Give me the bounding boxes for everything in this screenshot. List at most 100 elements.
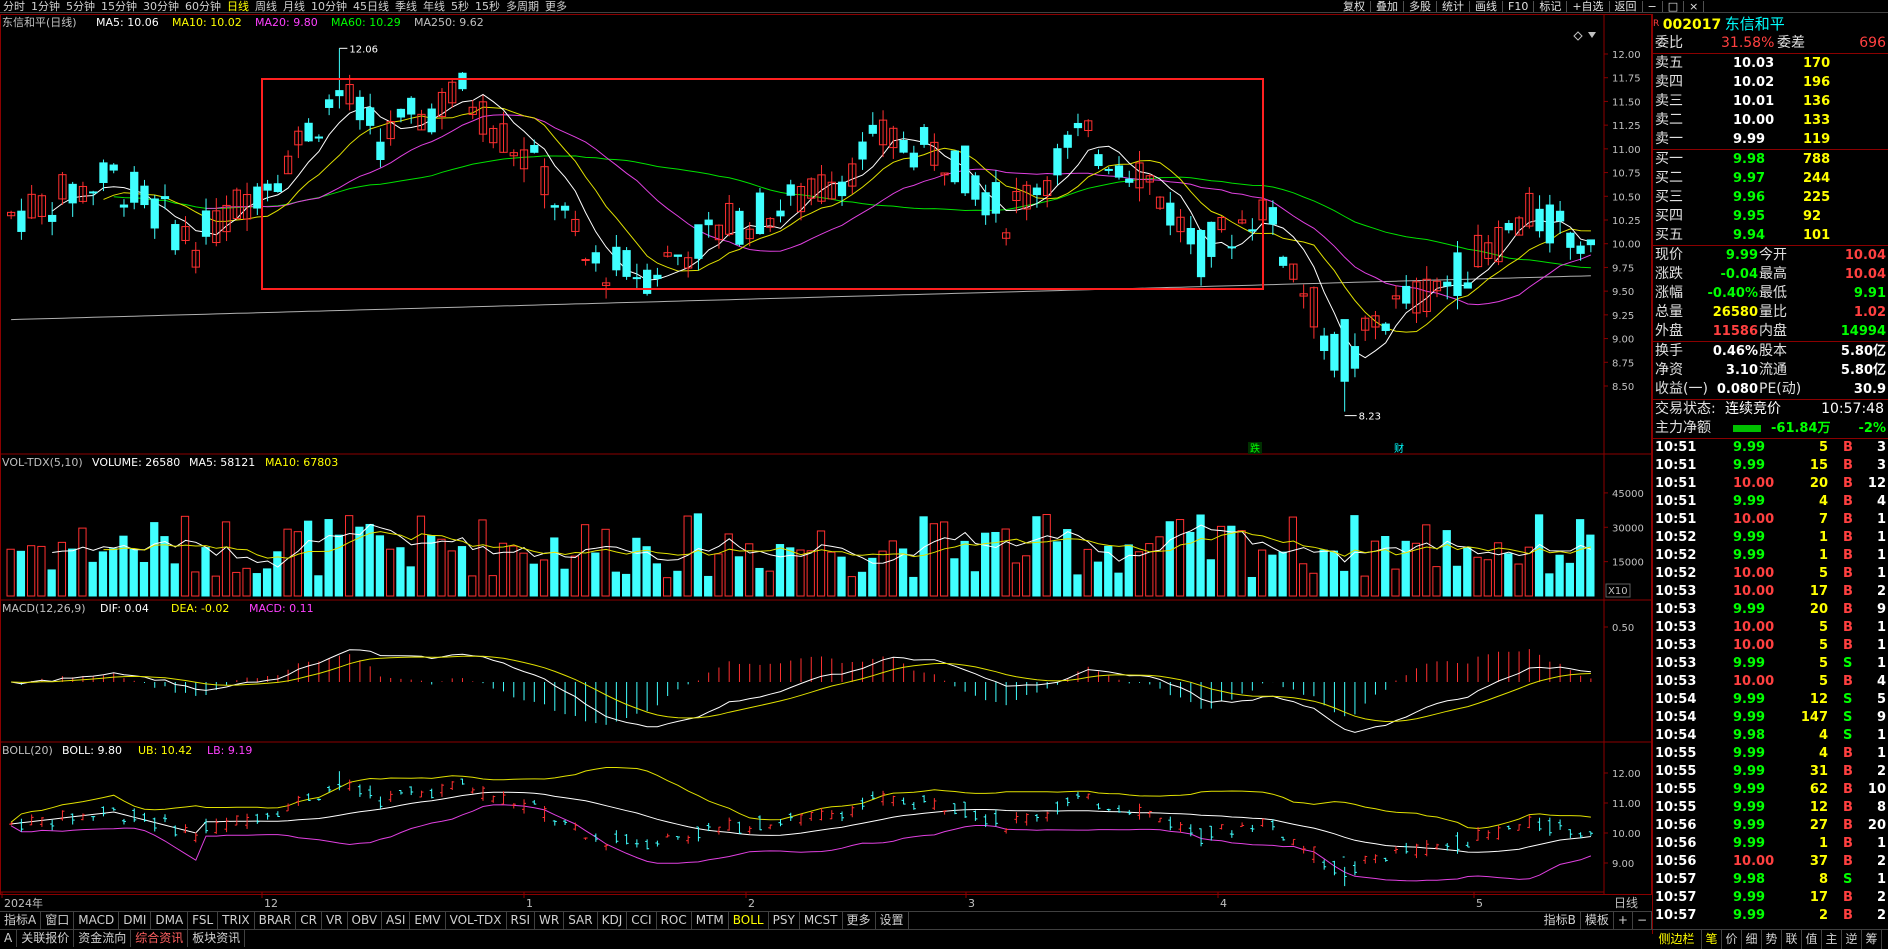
indicator-tab[interactable]: VR	[322, 912, 348, 929]
panel-tab[interactable]: 笔	[1702, 930, 1722, 949]
period-tab[interactable]: 分时	[3, 0, 25, 13]
period-tab[interactable]: 日线	[227, 0, 249, 13]
indicator-tab[interactable]: ASI	[382, 912, 411, 929]
indicator-tab[interactable]: ROC	[657, 912, 692, 929]
panel-tab[interactable]: 联	[1782, 930, 1802, 949]
panel-tab[interactable]: 主	[1822, 930, 1842, 949]
panel-tab[interactable]: 势	[1762, 930, 1782, 949]
indicator-tab[interactable]: CCI	[627, 912, 657, 929]
indicator-tab[interactable]: SAR	[564, 912, 598, 929]
quote-row: 现价 9.99 今开 10.04	[1653, 246, 1888, 265]
info-tab[interactable]: 综合资讯	[131, 930, 189, 947]
indicator-tab[interactable]: CR	[296, 912, 322, 929]
period-tab[interactable]: 5分钟	[66, 0, 95, 13]
indicator-tab[interactable]: 更多	[843, 912, 876, 929]
indicator-tab[interactable]: MACD	[74, 912, 120, 929]
tool-button[interactable]: 复权	[1338, 1, 1371, 12]
tick-price: 10.00	[1733, 476, 1775, 491]
indicator-tab[interactable]: RSI	[507, 912, 536, 929]
volume-bar	[1155, 536, 1164, 597]
tool-button[interactable]: +自选	[1567, 1, 1610, 12]
tool-button[interactable]: 叠加	[1371, 1, 1404, 12]
tool-button[interactable]: F10	[1503, 1, 1535, 12]
candle-body	[1043, 180, 1052, 197]
tick-price: 9.99	[1733, 710, 1766, 725]
volume-bar	[1483, 559, 1492, 597]
indicator-tab[interactable]: EMV	[410, 912, 446, 929]
indicator-right-button[interactable]: −	[1633, 912, 1652, 929]
period-tab[interactable]: 月线	[283, 0, 305, 13]
volume-bar	[139, 561, 149, 597]
volume-bar	[180, 515, 190, 597]
volume-bar	[591, 552, 600, 597]
volume-bar	[693, 513, 703, 597]
info-tab[interactable]: 资金流向	[74, 930, 132, 947]
panel-tab[interactable]: 价	[1722, 930, 1742, 949]
kline-chart-area[interactable]: 12.0011.7511.5011.2511.0010.7510.5010.25…	[0, 14, 1652, 911]
event-badge-label: 跌	[1250, 442, 1260, 455]
candle-body	[1330, 333, 1339, 371]
indicator-tab[interactable]: MTM	[692, 912, 729, 929]
indicator-tab[interactable]: 窗口	[41, 912, 75, 929]
period-tab[interactable]: 60分钟	[185, 0, 221, 13]
tool-button[interactable]: 返回	[1610, 1, 1643, 12]
info-tab[interactable]: 板块资讯	[188, 930, 246, 947]
orderbook-price: 9.99	[1733, 132, 1766, 147]
panel-tab[interactable]: 筹	[1862, 930, 1882, 949]
indicator-tab[interactable]: FSL	[188, 912, 219, 929]
indicator-tab[interactable]: KDJ	[598, 912, 628, 929]
volume-bar	[1452, 565, 1462, 597]
indicator-tab[interactable]: BOLL	[729, 912, 769, 929]
indicator-tab[interactable]: 设置	[876, 912, 909, 929]
info-tab[interactable]: 关联报价	[17, 930, 75, 947]
period-tab[interactable]: 季线	[395, 0, 417, 13]
indicator-tab[interactable]: OBV	[348, 912, 383, 929]
ma-legend: MA20: 9.80	[255, 16, 318, 29]
period-tab[interactable]: 45日线	[353, 0, 389, 13]
indicator-tab[interactable]: DMA	[151, 912, 189, 929]
period-tab[interactable]: 更多	[545, 0, 567, 13]
candle-body	[27, 193, 36, 219]
panel-tab[interactable]: 逆	[1842, 930, 1862, 949]
indicator-tab[interactable]: BRAR	[255, 912, 297, 929]
panel-tab[interactable]: 细	[1742, 930, 1762, 949]
indicator-tab[interactable]: DMI	[119, 912, 152, 929]
period-tab[interactable]: 30分钟	[143, 0, 179, 13]
period-tab[interactable]: 年线	[423, 0, 445, 13]
candle-body	[1545, 204, 1554, 244]
tick-volume: 2	[1818, 908, 1828, 923]
indicator-right-button[interactable]: +	[1614, 912, 1633, 929]
indicator-right-button[interactable]: 指标B	[1540, 912, 1581, 929]
quote-value: 10.04	[1844, 248, 1886, 263]
indicator-tab[interactable]: 指标A	[0, 912, 42, 929]
period-tab[interactable]: 15秒	[475, 0, 500, 13]
tool-button[interactable]: 画线	[1470, 1, 1503, 12]
period-tab[interactable]: 1分钟	[31, 0, 60, 13]
window-control-button[interactable]: ×	[1684, 1, 1705, 12]
window-control-button[interactable]: −	[1643, 1, 1663, 12]
indicator-right-button[interactable]: 模板	[1581, 912, 1614, 929]
indicator-tab[interactable]: WR	[535, 912, 565, 929]
period-tab[interactable]: 15分钟	[101, 0, 137, 13]
period-tab[interactable]: 10分钟	[311, 0, 347, 13]
panel-tab[interactable]: 值	[1802, 930, 1822, 949]
sidebar-toggle[interactable]: 侧边栏	[1652, 930, 1702, 949]
indicator-tab[interactable]: TRIX	[218, 912, 255, 929]
indicator-tab[interactable]: VOL-TDX	[446, 912, 507, 929]
main-flow-label: 主力净额	[1655, 420, 1711, 436]
tick-side: B	[1843, 476, 1853, 491]
volume-bar	[673, 570, 682, 597]
indicator-tab[interactable]: MCST	[800, 912, 843, 929]
tick-row: 10:55 9.99 4 B 1	[1653, 745, 1888, 763]
partial-tab[interactable]: A	[0, 930, 18, 947]
candle-body	[1504, 222, 1513, 231]
tick-list[interactable]: 10:51 9.99 5 B 3 10:51 9.99 15 B 3 10:51 10.00 20 B 12…	[1653, 439, 1888, 925]
tool-button[interactable]: 多股	[1404, 1, 1437, 12]
tool-button[interactable]: 标记	[1534, 1, 1568, 12]
period-tab[interactable]: 5秒	[451, 0, 469, 13]
period-tab[interactable]: 周线	[255, 0, 277, 13]
tool-button[interactable]: 统计	[1437, 1, 1470, 12]
period-tab[interactable]: 多周期	[506, 0, 539, 13]
indicator-tab[interactable]: PSY	[769, 912, 800, 929]
window-control-button[interactable]: □	[1663, 1, 1685, 12]
